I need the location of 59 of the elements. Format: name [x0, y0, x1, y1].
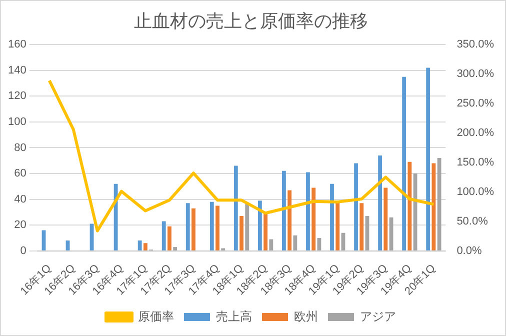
bar [138, 240, 142, 250]
y2-tick-label: 150.0% [456, 156, 494, 168]
bar [360, 203, 364, 250]
y2-tick-label: 300.0% [456, 68, 494, 80]
bar [173, 246, 178, 250]
bar [162, 221, 166, 250]
bar [192, 208, 196, 250]
y2-tick-label: 250.0% [456, 98, 494, 110]
y-tick-label: 0 [20, 244, 26, 257]
y-tick-label: 160 [8, 38, 26, 51]
y-tick-label: 120 [8, 90, 26, 102]
bar [293, 235, 298, 250]
bar [341, 232, 346, 250]
y2-tick-label: 100.0% [456, 186, 494, 198]
bar [288, 190, 292, 250]
y-tick-label: 40 [14, 193, 26, 206]
legend-label: 欧州 [294, 309, 318, 324]
bar [42, 230, 46, 250]
legend-label: 売上高 [216, 309, 252, 324]
bar [282, 170, 286, 250]
bar [312, 188, 316, 250]
y2-tick-label: 50.0% [456, 215, 488, 228]
bar [258, 200, 262, 250]
bar [234, 166, 238, 250]
bar [216, 206, 220, 250]
bar [306, 172, 310, 250]
y-tick-label: 80 [14, 142, 26, 154]
bar [365, 216, 370, 250]
bar [408, 162, 412, 250]
bar [264, 213, 268, 250]
bar [168, 226, 172, 250]
bar [269, 239, 274, 250]
bar [114, 184, 118, 250]
bar [384, 188, 388, 250]
bar [66, 240, 70, 250]
bar [378, 155, 382, 250]
bar [402, 76, 406, 250]
bar [432, 163, 436, 250]
y-tick-label: 100 [8, 116, 26, 128]
bar [90, 224, 94, 250]
y2-tick-label: 350.0% [456, 38, 494, 51]
bar [245, 203, 250, 250]
bar [354, 163, 358, 250]
bar [143, 243, 148, 250]
bar [317, 238, 322, 250]
y-tick-label: 20 [14, 219, 26, 232]
bar [426, 68, 430, 250]
legend-label: 原価率 [138, 309, 174, 324]
y2-tick-label: 0.0% [456, 244, 482, 257]
bar [240, 216, 244, 250]
bar [330, 184, 334, 250]
legend-label: アジア [360, 309, 396, 324]
y-tick-label: 140 [8, 64, 26, 76]
bar [336, 202, 340, 250]
y-tick-label: 60 [14, 168, 26, 180]
bar [186, 203, 190, 250]
bar [210, 202, 214, 250]
y2-tick-label: 200.0% [456, 127, 494, 140]
chart-title: 止血材の売上と原価率の推移 [134, 10, 368, 31]
